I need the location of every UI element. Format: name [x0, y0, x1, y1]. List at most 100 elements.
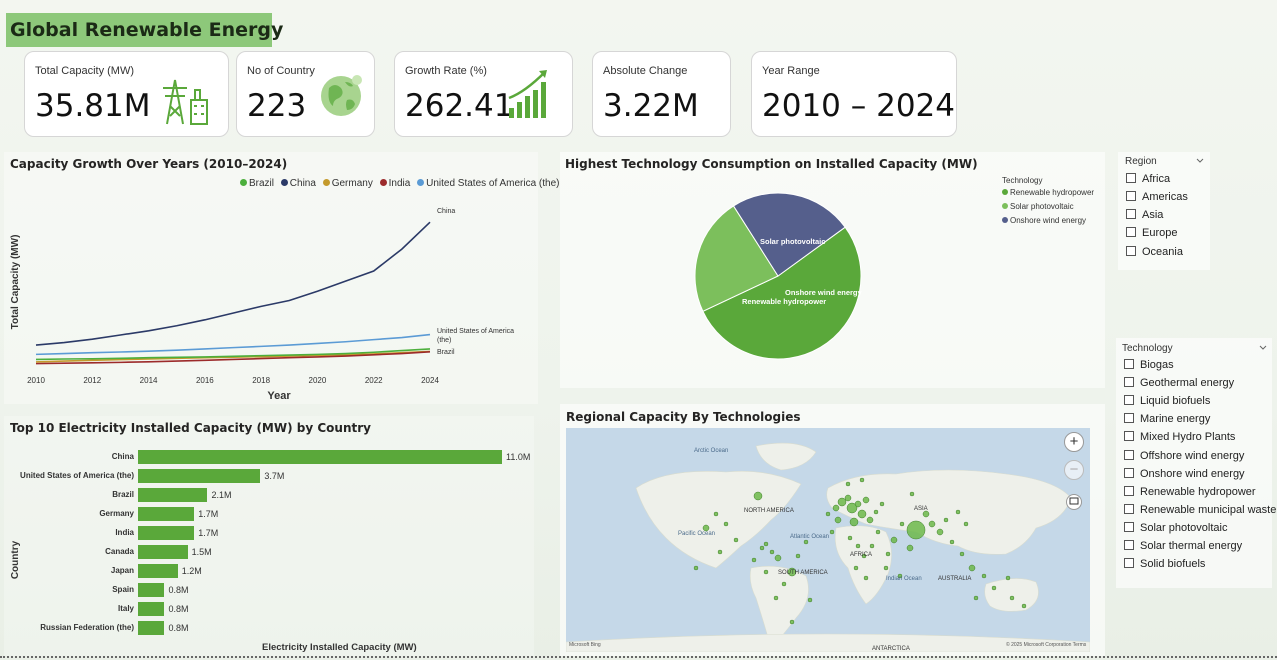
map-bubble[interactable] [890, 536, 898, 544]
map-bubble[interactable] [928, 520, 936, 528]
checkbox[interactable] [1124, 521, 1134, 532]
map-bubble[interactable] [854, 500, 862, 508]
map-bubble[interactable] [943, 517, 949, 523]
map-bubble[interactable] [713, 511, 719, 517]
line-series-germany[interactable] [35, 350, 431, 363]
map-bubble[interactable] [781, 581, 787, 587]
map-bubble[interactable] [829, 529, 835, 535]
checkbox[interactable] [1124, 467, 1134, 478]
map-bubble[interactable] [849, 517, 859, 527]
checkbox[interactable] [1124, 431, 1134, 442]
checkbox[interactable] [1126, 227, 1136, 237]
map-bubble[interactable] [1009, 595, 1015, 601]
map-bubble[interactable] [803, 539, 809, 545]
map-bubble[interactable] [751, 557, 757, 563]
slicer-item-technology[interactable]: Marine energy [1124, 413, 1210, 425]
checkbox[interactable] [1124, 377, 1134, 388]
bar[interactable] [138, 621, 165, 635]
map-bubble[interactable] [862, 496, 870, 504]
map-bubble[interactable] [832, 504, 840, 512]
bar[interactable] [138, 526, 195, 540]
map-bubble[interactable] [774, 554, 782, 562]
map-bubble[interactable] [857, 509, 867, 519]
map-bubble[interactable] [717, 549, 723, 555]
map-zoom-in-button[interactable]: + [1064, 432, 1084, 452]
map-bubble[interactable] [846, 502, 858, 514]
line-series-united[interactable] [35, 333, 431, 356]
checkbox[interactable] [1124, 485, 1134, 496]
map-bubble[interactable] [1005, 575, 1011, 581]
slicer-item-technology[interactable]: Offshore wind energy [1124, 449, 1244, 462]
bar[interactable] [138, 602, 165, 616]
slicer-item-technology[interactable]: Solar photovoltaic [1124, 521, 1227, 534]
map-bubble[interactable] [853, 565, 859, 571]
pie-slice-solar[interactable] [694, 205, 779, 313]
map-bubble[interactable] [753, 491, 763, 501]
map-bubble[interactable] [859, 477, 865, 483]
bar[interactable] [138, 545, 188, 559]
slicer-item-africa[interactable]: Africa [1126, 173, 1170, 185]
world-map[interactable]: Arctic Ocean NORTH AMERICA Atlantic Ocea… [565, 428, 1091, 653]
map-select-button[interactable] [1066, 494, 1082, 510]
map-bubble[interactable] [936, 528, 944, 536]
map-bubble[interactable] [949, 539, 955, 545]
checkbox[interactable] [1124, 395, 1134, 406]
map-bubble[interactable] [834, 516, 842, 524]
map-bubble[interactable] [861, 553, 867, 559]
map-bubble[interactable] [837, 497, 847, 507]
map-bubble[interactable] [807, 597, 813, 603]
checkbox[interactable] [1126, 173, 1136, 183]
map-bubble[interactable] [863, 575, 869, 581]
checkbox[interactable] [1124, 540, 1134, 550]
map-bubble[interactable] [885, 551, 891, 557]
map-bubble[interactable] [973, 595, 979, 601]
pie-slice-hydro[interactable] [702, 226, 862, 360]
bar[interactable] [138, 507, 195, 521]
map-bubble[interactable] [879, 501, 885, 507]
map-bubble[interactable] [847, 535, 853, 541]
bar[interactable] [138, 564, 178, 578]
slicer-item-asia[interactable]: Asia [1126, 209, 1163, 221]
checkbox[interactable] [1124, 503, 1134, 514]
map-bubble[interactable] [873, 509, 879, 515]
line-series-india[interactable] [35, 351, 431, 365]
slicer-item-technology[interactable]: Biogas [1124, 359, 1174, 371]
map-zoom-out-button[interactable]: − [1064, 460, 1084, 480]
map-bubble[interactable] [845, 481, 851, 487]
slicer-item-europe[interactable]: Europe [1126, 227, 1177, 239]
map-bubble[interactable] [991, 585, 997, 591]
checkbox[interactable] [1126, 246, 1136, 256]
slicer-item-technology[interactable]: Geothermal energy [1124, 377, 1234, 389]
map-bubble[interactable] [955, 509, 961, 515]
map-bubble[interactable] [789, 619, 795, 625]
checkbox[interactable] [1124, 413, 1134, 424]
map-bubble[interactable] [763, 569, 769, 575]
slicer-item-americas[interactable]: Americas [1126, 191, 1188, 203]
bar[interactable] [138, 450, 502, 464]
slicer-item-oceania[interactable]: Oceania [1126, 246, 1183, 258]
slicer-item-technology[interactable]: Solid biofuels [1124, 558, 1205, 570]
map-bubble[interactable] [844, 494, 852, 502]
map-bubble[interactable] [981, 573, 987, 579]
map-bubble[interactable] [769, 549, 775, 555]
region-slicer-chevron-down-icon[interactable] [1196, 158, 1204, 164]
map-bubble[interactable] [825, 511, 831, 517]
bar[interactable] [138, 488, 208, 502]
map-bubble[interactable] [883, 565, 889, 571]
checkbox[interactable] [1126, 191, 1136, 201]
slicer-item-technology[interactable]: Renewable municipal waste [1124, 503, 1276, 516]
map-bubble[interactable] [963, 521, 969, 527]
map-bubble[interactable] [899, 521, 905, 527]
checkbox[interactable] [1124, 359, 1134, 369]
map-bubble[interactable] [763, 541, 769, 547]
map-bubble[interactable] [773, 595, 779, 601]
map-bubble[interactable] [723, 521, 729, 527]
map-bubble[interactable] [959, 551, 965, 557]
slicer-item-technology[interactable]: Solar thermal energy [1124, 540, 1242, 552]
map-bubble[interactable] [866, 516, 874, 524]
map-bubble[interactable] [909, 491, 915, 497]
map-bubble[interactable] [922, 510, 930, 518]
map-bubble[interactable] [906, 520, 926, 540]
map-bubble[interactable] [897, 573, 903, 579]
slicer-item-technology[interactable]: Renewable hydropower [1124, 485, 1256, 498]
